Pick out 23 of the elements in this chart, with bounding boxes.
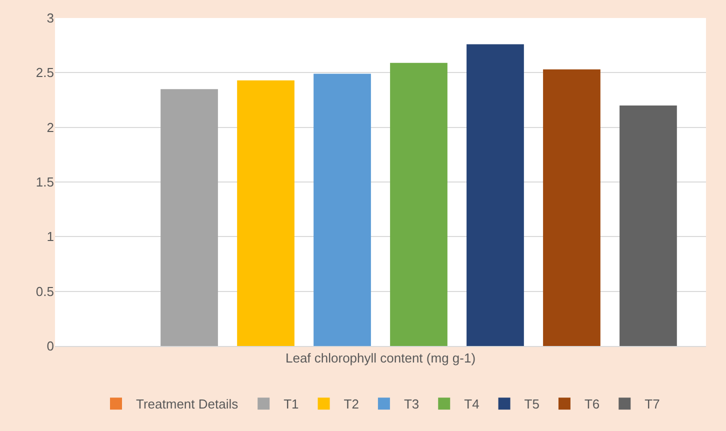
legend-label: T6 bbox=[584, 396, 600, 412]
bar bbox=[237, 80, 294, 346]
legend-label: Treatment Details bbox=[136, 396, 239, 412]
x-tick-label: Leaf chlorophyll content (mg g-1) bbox=[285, 350, 476, 366]
legend-label: T7 bbox=[644, 396, 660, 412]
bar bbox=[390, 62, 448, 346]
y-tick-label: 1 bbox=[46, 229, 54, 244]
y-tick-label: 0.5 bbox=[36, 284, 54, 299]
bar bbox=[620, 105, 677, 346]
legend-label: T3 bbox=[404, 396, 420, 412]
legend-label: T1 bbox=[284, 396, 299, 412]
y-tick-label: 3 bbox=[46, 10, 54, 26]
legend-label: T4 bbox=[464, 396, 480, 412]
bar bbox=[543, 69, 600, 346]
legend-label: T2 bbox=[344, 396, 359, 412]
bar bbox=[466, 44, 524, 346]
bar bbox=[160, 89, 218, 346]
y-tick-label: 0 bbox=[46, 338, 54, 354]
legend-label: T5 bbox=[524, 396, 540, 412]
y-tick-label: 1.5 bbox=[36, 174, 54, 190]
y-tick-label: 2.5 bbox=[36, 65, 54, 80]
bar bbox=[314, 74, 371, 346]
y-tick-label: 2 bbox=[46, 120, 54, 135]
